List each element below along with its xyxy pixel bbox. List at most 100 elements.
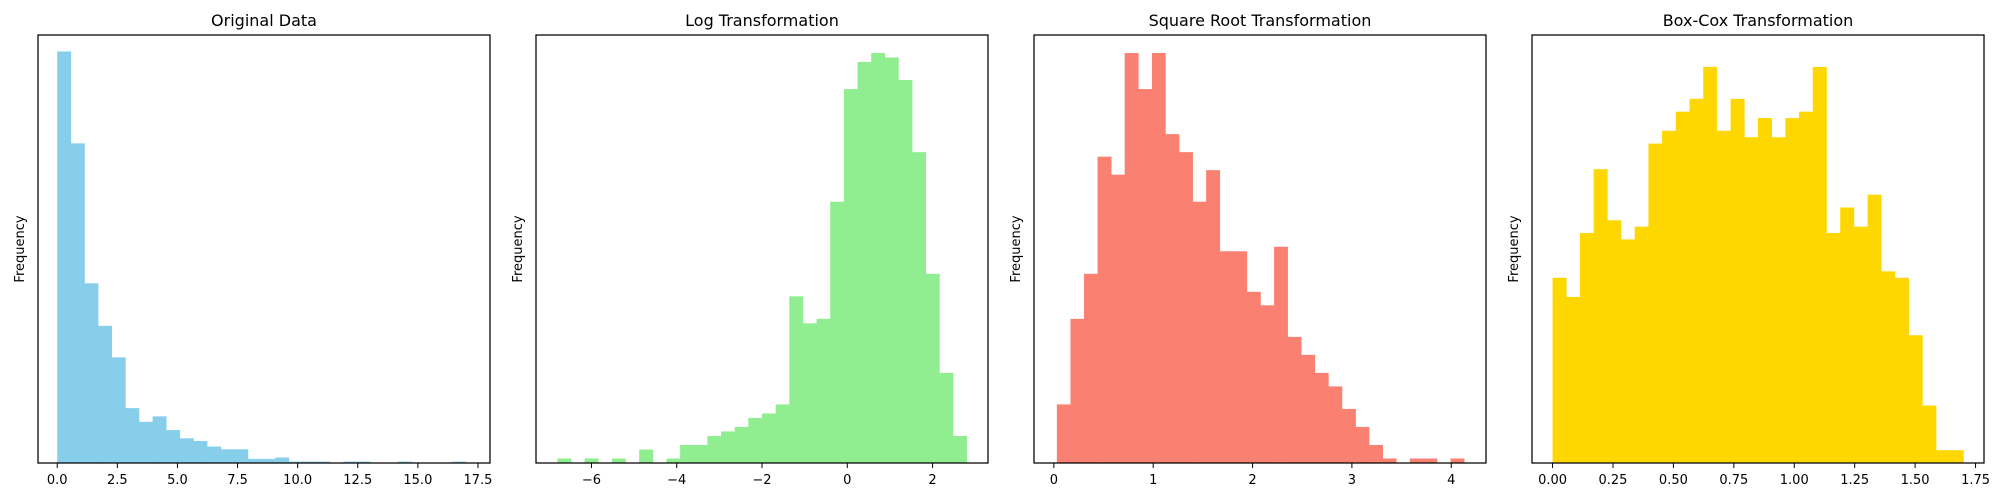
histogram-bar (1812, 66, 1827, 463)
panel-1: 0.0 2.5 5.0 7.5 10.0 12.5 15.0 17.5 Original Dat… (13, 11, 492, 488)
histogram-bar (857, 62, 872, 463)
histogram-bar (1579, 233, 1594, 463)
histogram-bar (1056, 404, 1071, 463)
histogram-bar (1771, 137, 1786, 463)
x-tick-label: 1 (1149, 473, 1157, 488)
histogram-bar (1287, 336, 1302, 463)
x-tick-label: 12.5 (343, 473, 372, 488)
histogram-bar (1179, 152, 1193, 463)
histogram-bar (220, 449, 235, 463)
panel-4: 0.00 0.25 0.50 0.75 1.00 1.25 1.50 1.75 Box-Cox … (1507, 11, 1990, 488)
histogram-bar (1369, 444, 1383, 463)
histogram-bar (1662, 130, 1677, 463)
histogram-bar (1260, 305, 1275, 463)
y-axis-label: Frequency (13, 215, 28, 282)
panel-3: 0 1 2 3 4 Square Root Transformation Frequency (1009, 11, 1487, 488)
histogram-bar (1328, 386, 1343, 463)
histogram-bar (207, 446, 222, 463)
histogram-bar (557, 458, 572, 463)
histogram-bar (1881, 271, 1896, 463)
histogram-bar (1785, 118, 1800, 463)
x-tick-label: 0.0 (47, 473, 68, 488)
histogram-bar (1593, 169, 1608, 463)
histogram-bar (1949, 450, 1964, 463)
histogram-bar (1716, 130, 1731, 463)
histogram-bar (343, 461, 358, 463)
histogram-bar (1070, 318, 1085, 463)
y-axis-label: Frequency (511, 215, 526, 282)
histogram-bar (1936, 450, 1951, 463)
histogram-bar (1206, 170, 1221, 463)
x-tick-label: 2.5 (107, 473, 128, 488)
histogram-bar (1675, 111, 1690, 463)
histogram-bar (1826, 233, 1841, 463)
histogram-bar (1840, 207, 1855, 463)
histogram-bar (734, 426, 749, 463)
histogram-bar (789, 296, 804, 463)
histogram-bars (557, 53, 967, 464)
histogram-bar (843, 89, 858, 463)
x-tick-label: 0.50 (1659, 473, 1688, 488)
histogram-bar (939, 372, 954, 463)
panel-2: −6 −4 −2 0 2 Log Transformation Frequency (511, 11, 989, 488)
histogram-bar (356, 461, 371, 463)
x-tick-label: −2 (752, 473, 771, 488)
histogram-bar (1219, 251, 1234, 463)
x-tick-label: 7.5 (227, 473, 248, 488)
histogram-bar (1355, 426, 1370, 463)
y-axis-label: Frequency (1009, 215, 1024, 282)
histogram-bar (152, 416, 167, 463)
histogram-bars (57, 51, 467, 464)
histogram-bar (70, 143, 85, 463)
histogram-bar (1083, 273, 1098, 463)
histogram-bar (138, 421, 153, 463)
histogram-bar (912, 152, 927, 463)
histogram-bar (762, 413, 776, 463)
histogram-bar (611, 458, 626, 463)
histogram-bar (721, 431, 736, 463)
histogram-bar (830, 201, 845, 463)
histogram-bar (802, 323, 817, 463)
histogram-bar (302, 461, 317, 463)
histogram-bar (57, 51, 72, 464)
histogram-bar (98, 325, 113, 463)
histogram-bar (1552, 277, 1567, 463)
x-tick-label: 0.00 (1538, 473, 1567, 488)
histogram-bar (261, 458, 276, 463)
x-tick-label: 1.75 (1961, 473, 1990, 488)
histogram-bar (166, 430, 181, 463)
histogram-bar (1853, 226, 1868, 463)
histogram-bar (234, 449, 249, 463)
panel-title: Box-Cox Transformation (1663, 11, 1854, 30)
histogram-bar (1730, 98, 1745, 463)
histogram-bar (748, 417, 763, 463)
x-tick-label: −6 (582, 473, 601, 488)
histogram-bar (1274, 246, 1288, 463)
histogram-bar (1301, 354, 1316, 463)
x-tick-label: 10.0 (283, 473, 312, 488)
x-tick-label: 0 (843, 473, 851, 488)
x-tick-label: 0 (1050, 473, 1058, 488)
histogram-bar (1908, 335, 1923, 463)
histogram-bar (1689, 98, 1704, 463)
x-tick-label: 1.50 (1901, 473, 1930, 488)
x-tick-label: 0.25 (1598, 473, 1627, 488)
histogram-bar (871, 53, 886, 464)
histogram-bar (1097, 156, 1112, 463)
x-tick-label: 15.0 (403, 473, 432, 488)
histogram-bar (1151, 53, 1166, 464)
histogram-bar (816, 318, 831, 463)
histogram-bar (1124, 53, 1139, 464)
x-tick-label: 4 (1447, 473, 1455, 488)
histogram-bar (1165, 134, 1180, 463)
histogram-bar (397, 461, 412, 463)
histogram-bar (288, 461, 303, 463)
histogram-bar (775, 404, 790, 463)
histogram-bar (666, 458, 681, 463)
histogram-bars (1552, 66, 1964, 463)
panel-title: Original Data (211, 11, 317, 30)
x-tick-label: 17.5 (464, 473, 493, 488)
axes-frame (1033, 34, 1487, 464)
histogram-bar (1341, 408, 1356, 463)
histogram-bar (247, 458, 262, 463)
